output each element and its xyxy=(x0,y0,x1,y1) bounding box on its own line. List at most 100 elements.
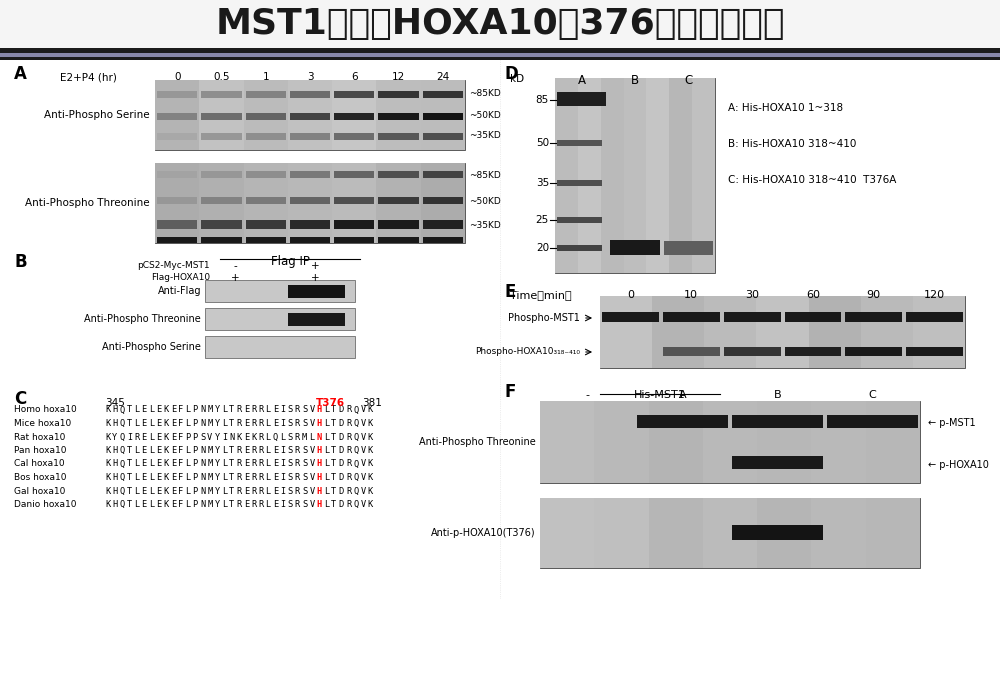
Text: I: I xyxy=(280,473,285,482)
Text: T: T xyxy=(331,419,337,428)
Text: N: N xyxy=(200,459,205,468)
Text: T: T xyxy=(229,487,234,496)
Bar xyxy=(757,401,811,483)
Bar xyxy=(540,401,594,483)
Text: E: E xyxy=(156,419,161,428)
Text: L: L xyxy=(266,419,271,428)
Text: S: S xyxy=(288,406,293,415)
Text: Anti-Phospho Threonine: Anti-Phospho Threonine xyxy=(84,314,201,324)
Text: S: S xyxy=(288,500,293,509)
Text: K: K xyxy=(105,473,110,482)
Text: Q: Q xyxy=(120,446,125,455)
Text: R: R xyxy=(236,446,242,455)
Bar xyxy=(155,163,199,243)
Bar xyxy=(334,237,374,243)
Text: E: E xyxy=(156,446,161,455)
Text: T: T xyxy=(229,473,234,482)
Text: V: V xyxy=(309,419,315,428)
Text: D: D xyxy=(339,406,344,415)
Text: D: D xyxy=(339,446,344,455)
Text: Mice hoxa10: Mice hoxa10 xyxy=(14,419,71,428)
Text: T: T xyxy=(331,446,337,455)
Text: ~35KD: ~35KD xyxy=(469,221,501,230)
Text: H: H xyxy=(112,500,118,509)
Text: F: F xyxy=(505,383,516,401)
Text: R: R xyxy=(251,487,256,496)
Text: L: L xyxy=(266,406,271,415)
Bar xyxy=(913,296,965,368)
Text: Y: Y xyxy=(214,446,220,455)
Bar xyxy=(378,171,419,178)
Bar xyxy=(624,78,646,273)
Text: ~85KD: ~85KD xyxy=(469,170,501,179)
Text: B: B xyxy=(631,74,639,87)
Text: E: E xyxy=(142,446,147,455)
Text: Y: Y xyxy=(214,459,220,468)
Text: H: H xyxy=(112,459,118,468)
Text: K: K xyxy=(105,487,110,496)
Text: H: H xyxy=(112,473,118,482)
Text: Y: Y xyxy=(112,433,118,442)
Text: H: H xyxy=(317,459,322,468)
Text: R: R xyxy=(346,433,351,442)
Text: B: B xyxy=(774,390,781,400)
Text: 60: 60 xyxy=(806,290,820,300)
Text: L: L xyxy=(222,406,227,415)
Text: Q: Q xyxy=(353,473,358,482)
Text: L: L xyxy=(149,406,154,415)
Bar xyxy=(602,312,659,322)
Bar xyxy=(557,245,602,251)
Bar xyxy=(557,217,602,223)
Text: L: L xyxy=(134,446,139,455)
Bar xyxy=(724,312,780,322)
Bar xyxy=(201,197,242,204)
Text: 0: 0 xyxy=(174,72,180,82)
Text: I: I xyxy=(280,459,285,468)
Text: R: R xyxy=(236,406,242,415)
Text: R: R xyxy=(346,446,351,455)
Text: C: His-HOXA10 318~410  T376A: C: His-HOXA10 318~410 T376A xyxy=(728,175,896,185)
Text: Y: Y xyxy=(214,500,220,509)
Text: C: C xyxy=(869,390,876,400)
Text: MST1磷酸化HOXA10第376位苏氨酸残基: MST1磷酸化HOXA10第376位苏氨酸残基 xyxy=(215,7,785,41)
Bar xyxy=(540,401,920,483)
Text: ~50KD: ~50KD xyxy=(469,112,501,121)
Bar xyxy=(201,237,242,243)
Text: K: K xyxy=(105,459,110,468)
Text: Q: Q xyxy=(353,433,358,442)
Bar xyxy=(290,91,330,98)
Text: L: L xyxy=(149,487,154,496)
Text: L: L xyxy=(134,473,139,482)
Text: ← p-HOXA10: ← p-HOXA10 xyxy=(928,460,989,470)
Text: R: R xyxy=(295,419,300,428)
Bar xyxy=(555,78,578,273)
Text: L: L xyxy=(222,446,227,455)
Bar xyxy=(288,313,344,326)
Bar xyxy=(334,220,374,229)
Text: L: L xyxy=(324,500,329,509)
Bar xyxy=(423,220,463,229)
Bar xyxy=(0,0,1000,48)
Text: B: B xyxy=(14,253,27,271)
Bar xyxy=(423,91,463,98)
Text: D: D xyxy=(339,433,344,442)
Text: H: H xyxy=(112,446,118,455)
Text: E: E xyxy=(244,406,249,415)
Bar xyxy=(199,163,244,243)
Text: E: E xyxy=(244,446,249,455)
Bar xyxy=(378,133,419,140)
Bar xyxy=(290,237,330,243)
Text: R: R xyxy=(236,459,242,468)
Text: L: L xyxy=(149,419,154,428)
Bar xyxy=(201,113,242,120)
Bar xyxy=(288,285,344,298)
Bar xyxy=(205,336,355,358)
Text: Q: Q xyxy=(120,500,125,509)
Bar xyxy=(201,91,242,98)
Bar xyxy=(845,312,902,322)
Text: E: E xyxy=(273,446,278,455)
Text: R: R xyxy=(251,406,256,415)
Text: T: T xyxy=(127,500,132,509)
Bar xyxy=(201,171,242,178)
Bar xyxy=(246,171,286,178)
